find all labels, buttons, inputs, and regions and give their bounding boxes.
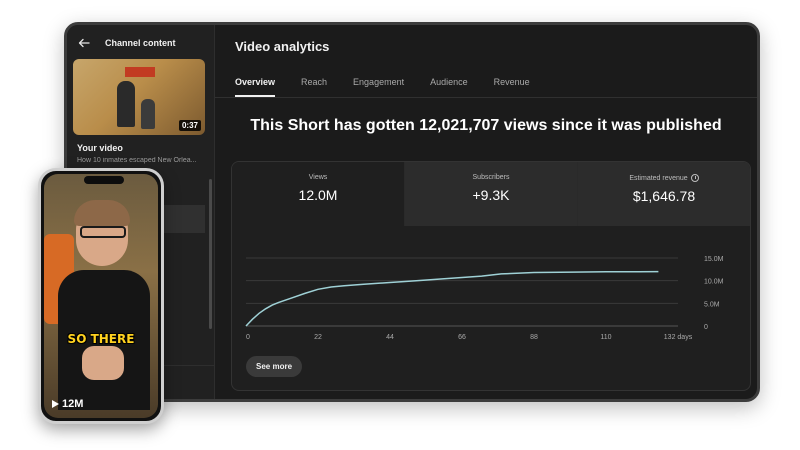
view-count: 12M [62, 398, 84, 410]
thumbnail-person-secondary [141, 99, 155, 129]
tab-audience[interactable]: Audience [430, 77, 468, 87]
video-caption: SO THERE [67, 332, 135, 346]
page-title: Video analytics [235, 39, 330, 54]
play-icon [52, 400, 59, 408]
thumbnail-person [117, 81, 135, 127]
tab-engagement[interactable]: Engagement [353, 77, 405, 87]
clock-icon [690, 174, 699, 182]
sidebar-title: Channel content [105, 38, 176, 48]
y-tick-label: 5.0M [704, 301, 720, 308]
main-panel: Video analytics Overview Reach Engagemen… [215, 25, 757, 399]
thumbnail-banner [125, 67, 155, 77]
metric-views[interactable]: Views 12.0M [232, 162, 405, 226]
x-tick-label: 88 [530, 334, 538, 341]
sidebar-scrollbar[interactable] [209, 179, 212, 329]
metric-value: +9.3K [472, 187, 510, 203]
tab-overview[interactable]: Overview [235, 77, 276, 97]
x-tick-label: 132 days [664, 334, 693, 341]
sidebar-header: Channel content [77, 35, 176, 51]
video-thumbnail[interactable]: 0:37 [73, 59, 205, 135]
views-series-line [245, 270, 659, 327]
tab-revenue[interactable]: Revenue [493, 77, 530, 87]
metric-label: Estimated revenue [629, 174, 688, 182]
metric-label-row: Estimated revenue [578, 174, 750, 182]
metric-row: Views 12.0M Subscribers +9.3K Estimated … [232, 162, 750, 226]
back-arrow-icon[interactable] [77, 36, 91, 50]
x-tick-label: 44 [386, 334, 394, 341]
video-duration: 0:37 [178, 120, 201, 131]
tab-bar: Overview Reach Engagement Audience Reven… [235, 77, 530, 97]
y-tick-label: 0 [704, 324, 708, 331]
tab-divider [215, 97, 757, 98]
see-more-button[interactable]: See more [246, 356, 303, 377]
video-title: How 10 inmates escaped New Orlea... [77, 157, 197, 164]
metric-revenue[interactable]: Estimated revenue $1,646.78 [578, 162, 750, 226]
metric-subscribers[interactable]: Subscribers +9.3K [405, 162, 578, 226]
phone-screen: SO THERE 12M [44, 174, 158, 418]
metric-value: $1,646.78 [632, 188, 696, 204]
y-tick-label: 15.0M [704, 256, 724, 263]
glasses [80, 226, 126, 238]
tablet-frame: Channel content 0:37 Your video How 10 i… [64, 22, 760, 402]
view-count-tag: 12M [52, 398, 83, 410]
metric-label: Views [308, 174, 328, 181]
your-video-heading: Your video [77, 143, 123, 153]
x-tick-label: 22 [314, 334, 322, 341]
views-headline: This Short has gotten 12,021,707 views s… [250, 117, 722, 134]
tab-reach[interactable]: Reach [301, 77, 328, 87]
phone-frame: SO THERE 12M [38, 168, 164, 424]
x-tick-label: 0 [246, 334, 250, 341]
metric-value: 12.0M [298, 187, 338, 203]
x-tick-label: 110 [600, 334, 611, 341]
person-hand [82, 346, 124, 380]
x-tick-label: 66 [458, 334, 466, 341]
phone-notch [84, 176, 124, 184]
person-shirt [58, 270, 150, 410]
person-hair [74, 200, 130, 226]
y-tick-label: 10.0M [704, 279, 724, 286]
views-line-chart: 0 5.0M 10.0M 15.0M 0 22 44 66 88 110 132 days [245, 256, 724, 341]
analytics-card: Views 12.0M Subscribers +9.3K Estimated … [231, 161, 751, 391]
metric-label: Subscribers [472, 174, 510, 181]
